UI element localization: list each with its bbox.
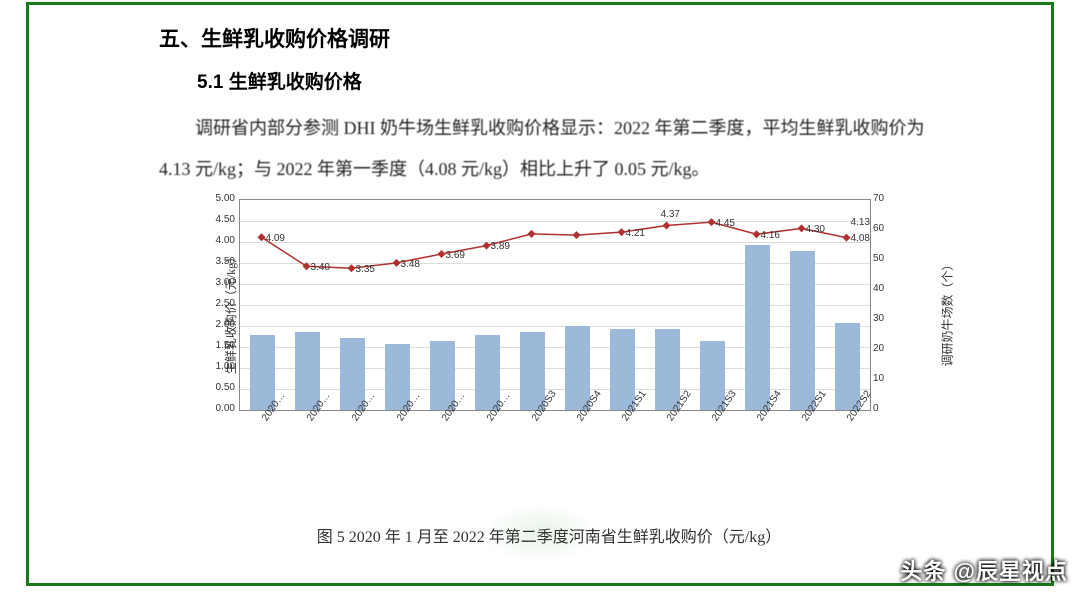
chart-line-marker	[303, 262, 311, 270]
chart-ytick-left: 2.50	[205, 298, 235, 309]
chart-ytick-right: 0	[873, 403, 879, 414]
chart-data-label: 4.08	[851, 233, 870, 244]
chart-y-axis-right-label: 调研奶牛场数（个）	[939, 258, 956, 366]
chart-ytick-left: 3.00	[205, 277, 235, 288]
chart-data-label: 3.35	[356, 264, 375, 275]
chart-ytick-left: 0.50	[205, 382, 235, 393]
chart-data-label: 3.48	[401, 259, 420, 270]
chart-data-label: 4.37	[661, 209, 680, 220]
chart-line-marker	[843, 233, 851, 241]
chart-line-marker	[573, 231, 581, 239]
chart-data-label: 3.40	[311, 262, 330, 273]
chart-ytick-left: 2.00	[205, 319, 235, 330]
chart-data-label: 4.09	[266, 233, 285, 244]
chart-ytick-right: 60	[873, 223, 884, 234]
chart-line-marker	[528, 230, 536, 238]
document-content: 五、生鲜乳收购价格调研 5.1 生鲜乳收购价格 调研省内部分参测 DHI 奶牛场…	[159, 15, 939, 547]
chart-data-label: 4.45	[716, 218, 735, 229]
source-watermark: 头条 @辰星视点	[900, 554, 1068, 586]
chart-data-label: 4.21	[626, 228, 645, 239]
chart-data-label: 3.89	[491, 241, 510, 252]
chart-line-marker	[483, 241, 491, 249]
chart-line-marker	[663, 221, 671, 229]
chart-ytick-right: 10	[873, 373, 884, 384]
chart-ytick-right: 70	[873, 193, 884, 204]
subsection-heading: 5.1 生鲜乳收购价格	[197, 67, 939, 94]
chart-ytick-left: 3.50	[205, 256, 235, 267]
chart-ytick-left: 4.00	[205, 235, 235, 246]
chart-line-marker	[393, 259, 401, 267]
chart-data-label: 4.13	[851, 217, 870, 228]
chart-line	[262, 222, 847, 268]
chart-ytick-left: 4.50	[205, 214, 235, 225]
chart-data-label: 4.16	[761, 230, 780, 241]
chart-line-marker	[258, 233, 266, 241]
chart-ytick-right: 20	[873, 343, 884, 354]
chart-line-marker	[798, 224, 806, 232]
section-heading: 五、生鲜乳收购价格调研	[159, 23, 939, 53]
chart-line-marker	[438, 250, 446, 258]
chart-line-marker	[618, 228, 626, 236]
chart-line-marker	[348, 264, 356, 272]
chart-line-marker	[753, 230, 761, 238]
chart-caption: 图 5 2020 年 1 月至 2022 年第二季度河南省生鲜乳收购价（元/kg…	[159, 523, 939, 547]
chart-data-label: 4.30	[806, 224, 825, 235]
chart-ytick-left: 1.50	[205, 340, 235, 351]
chart-ytick-left: 0.00	[205, 403, 235, 414]
chart-ytick-right: 30	[873, 313, 884, 324]
chart-ytick-right: 40	[873, 283, 884, 294]
chart-data-label: 3.69	[446, 250, 465, 261]
price-chart: 生鲜乳收购价（元/kg） 调研奶牛场数（个） 0.000.501.001.502…	[169, 199, 919, 479]
chart-ytick-left: 5.00	[205, 193, 235, 204]
body-paragraph: 调研省内部分参测 DHI 奶牛场生鲜乳收购价格显示：2022 年第二季度，平均生…	[159, 108, 939, 191]
chart-ytick-right: 50	[873, 253, 884, 264]
document-frame: 五、生鲜乳收购价格调研 5.1 生鲜乳收购价格 调研省内部分参测 DHI 奶牛场…	[26, 2, 1054, 586]
chart-y-axis-left-label: 生鲜乳收购价（元/kg）	[222, 251, 239, 374]
chart-line-marker	[708, 218, 716, 226]
chart-ytick-left: 1.00	[205, 361, 235, 372]
